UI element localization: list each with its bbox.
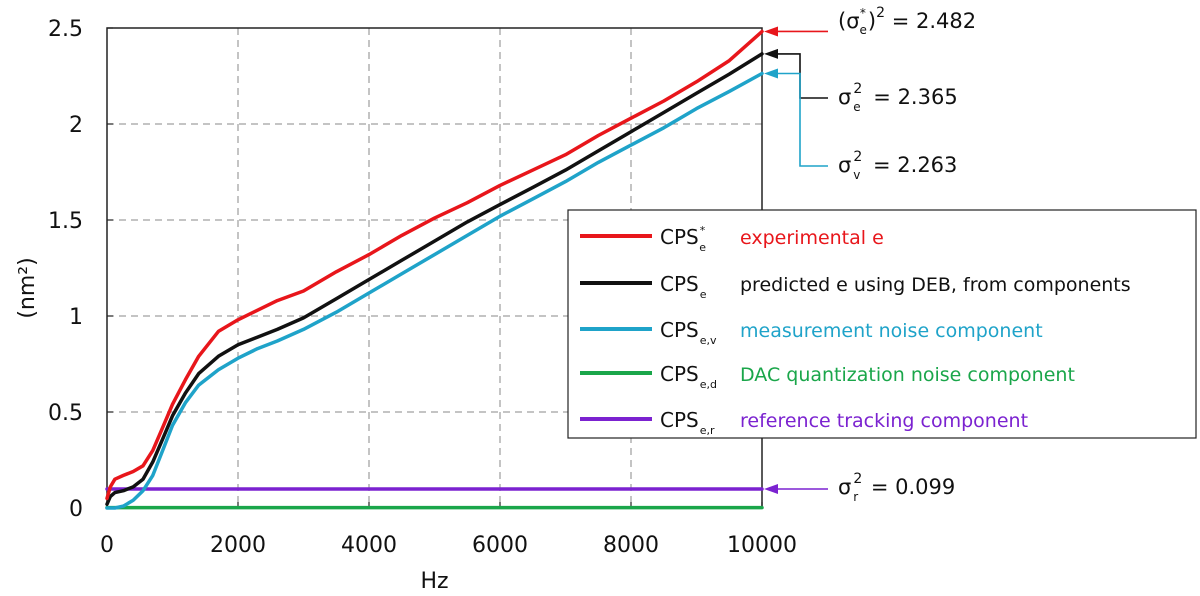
legend-symbol-text: CPS: [660, 225, 699, 249]
legend-symbol-sub: e,v: [700, 334, 717, 347]
annotation-value: = 0.099: [864, 475, 955, 499]
axis-ticks: 0 2000 4000 6000 8000 10000 0 0.5 1 1.5 2 2.5: [48, 17, 797, 558]
x-tick-label: 10000: [727, 533, 797, 558]
annotation-sup: 2: [853, 81, 862, 97]
legend-symbol: CPSe,v: [660, 318, 717, 347]
annotation-leader: [776, 53, 828, 99]
annotation-arrowhead: [764, 26, 778, 37]
annotation-sup: *: [860, 6, 866, 20]
legend-box: [567, 209, 1197, 439]
legend-item-3: CPSe,v measurement noise component: [580, 318, 1043, 347]
annotation-close: ): [868, 9, 876, 33]
legend-item-1: CPS* e experimental e: [580, 224, 884, 254]
annotation-symbol: σ: [838, 475, 851, 499]
annotation-sub: e: [853, 100, 860, 114]
y-tick-label: 0.5: [48, 401, 83, 426]
legend-symbol-sub: e,d: [700, 378, 717, 391]
legend-symbol-sub: e,r: [700, 424, 715, 437]
series-line-1: [105, 29, 764, 501]
legend-item-2: CPSe predicted e using DEB, from componen…: [580, 272, 1131, 301]
x-tick-label: 0: [100, 533, 114, 558]
y-tick-label: 2: [69, 113, 83, 138]
x-tick-label: 8000: [603, 533, 659, 558]
annotation-label: (σe *)2 = 2.482: [838, 5, 976, 37]
annotation-sup: 2: [853, 471, 862, 487]
annotation-symbol: (σ: [838, 9, 860, 33]
series-layer: [105, 29, 764, 510]
annotation-sub: v: [853, 168, 860, 182]
y-tick-label: 0: [69, 497, 83, 522]
legend-item-5: CPSe,r reference tracking component: [580, 408, 1028, 437]
annotation-symbol: σ: [838, 85, 851, 109]
legend-symbol: CPSe,d: [660, 362, 717, 391]
legend-symbol-sub: e: [700, 288, 707, 301]
legend-symbol-sub: e: [699, 241, 706, 254]
annotation-1: (σe *)2 = 2.482: [764, 5, 976, 37]
legend-symbol-text: CPS: [660, 408, 699, 432]
x-axis-title: Hz: [420, 569, 448, 594]
legend-symbol-text: CPS: [660, 318, 699, 342]
legend-label: predicted e using DEB, from components: [740, 274, 1131, 296]
y-tick-label: 2.5: [48, 17, 83, 42]
y-tick-label: 1.5: [48, 209, 83, 234]
legend-label: measurement noise component: [740, 320, 1043, 342]
annotation-value: = 2.263: [866, 153, 957, 177]
legend-label: experimental e: [740, 227, 884, 249]
annotation-sup: 2: [853, 149, 862, 165]
legend-item-4: CPSe,d DAC quantization noise component: [580, 362, 1075, 391]
series-line-3: [105, 71, 764, 510]
legend-symbol-text: CPS: [660, 272, 699, 296]
legend-symbol-text: CPS: [660, 362, 699, 386]
series-line-2: [105, 52, 764, 506]
legend-symbol: CPSe,r: [660, 408, 715, 437]
y-axis-title: (nm²): [15, 257, 40, 318]
y-tick-label: 1: [69, 305, 83, 330]
annotation-arrowhead: [764, 48, 778, 59]
legend-symbol-sup: *: [700, 224, 706, 237]
annotation-leader: [776, 72, 828, 167]
legend-label: DAC quantization noise component: [740, 364, 1075, 386]
annotation-arrowhead: [764, 483, 778, 494]
legend-symbol: CPS* e: [660, 224, 706, 254]
annotation-arrowhead: [764, 68, 778, 79]
annotation-symbol: σ: [838, 153, 851, 177]
annotation-exp: 2: [876, 5, 885, 21]
legend-symbol: CPSe: [660, 272, 707, 301]
legend-label: reference tracking component: [740, 410, 1028, 432]
annotation-sub: e: [860, 23, 867, 37]
annotation-value: = 2.482: [885, 9, 976, 33]
annotation-value: = 2.365: [867, 85, 958, 109]
x-tick-label: 2000: [210, 533, 266, 558]
x-tick-label: 6000: [472, 533, 528, 558]
x-tick-label: 4000: [341, 533, 397, 558]
annotation-sub: r: [853, 490, 858, 504]
